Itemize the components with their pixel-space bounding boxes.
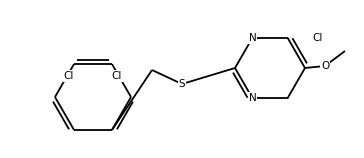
Text: Cl: Cl bbox=[313, 33, 323, 43]
Text: N: N bbox=[249, 33, 256, 43]
Text: Cl: Cl bbox=[112, 71, 122, 81]
Text: N: N bbox=[249, 93, 256, 103]
Text: O: O bbox=[321, 61, 329, 71]
Text: S: S bbox=[179, 79, 185, 89]
Text: Cl: Cl bbox=[64, 71, 74, 81]
